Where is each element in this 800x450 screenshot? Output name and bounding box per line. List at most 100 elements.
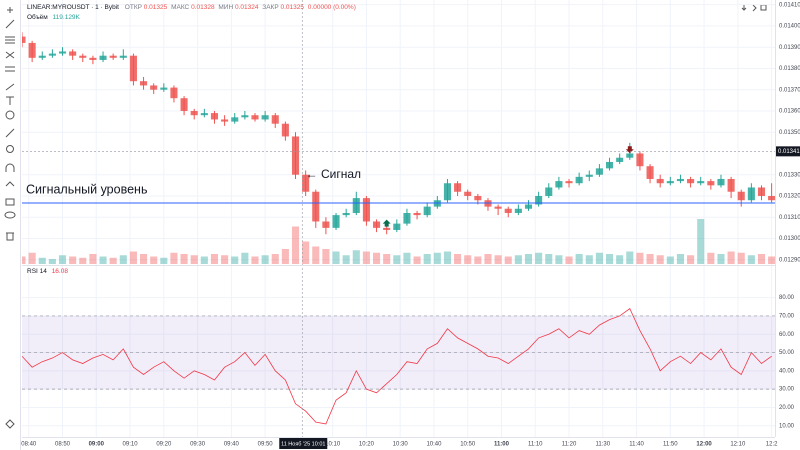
plot [22,0,775,437]
rsi-name: RSI 14 [27,268,47,275]
volume-bar [545,254,553,264]
y-tick-label: 0.01350 [779,130,800,136]
volume-bar [616,255,624,264]
y-tick-label: 0.01400 [779,24,800,30]
rsi-legend: RSI 14 16.08 [27,268,68,275]
volume-bar [150,256,158,264]
volume-bar [636,252,644,264]
lock-tool[interactable] [5,198,15,206]
candle-body [707,181,715,186]
candle-body [545,187,553,196]
candle-body [58,51,67,54]
volume-bar [48,259,56,264]
signal-note: ← Сигнал [306,167,361,181]
delete-tool[interactable] [6,232,14,241]
candle-body [190,110,198,116]
volume-bar [494,255,502,264]
x-tick-label: 09:50 [258,442,274,448]
candle-body [342,212,350,216]
y-tick-label: 0.01320 [779,194,800,200]
x-tick-label: 10:30 [393,442,409,448]
emoji-tool[interactable] [5,110,15,120]
volume-bar [261,255,269,264]
candle-body [747,187,755,201]
candle-body [109,55,117,58]
volume-label: Объём [27,13,48,21]
candle-body [636,153,644,167]
rsi-tick-label: 30.00 [779,387,795,393]
volume-bar [433,252,441,264]
volume-bar [474,256,482,264]
volume-bar [656,255,664,264]
x-tick-label: 08:40 [21,442,37,448]
candle-body [454,183,462,192]
candle-body [393,223,401,230]
candle-body [403,212,411,224]
candle-body [737,191,745,201]
arrow-button[interactable] [752,4,757,12]
draw-mode[interactable] [5,181,15,187]
layers-tool[interactable] [5,419,15,429]
signal-label: Сигнальный уровень [26,182,147,196]
legend-label: МИН [218,4,233,11]
volume-bar [443,251,452,264]
x-tick-label: 11:00 [494,442,510,448]
volume-bar [727,251,735,264]
change: 0.00000 (0.00%) [308,4,356,11]
volume-bar [352,250,360,264]
candle-body [504,208,512,213]
ruler-tool[interactable] [5,128,15,138]
y-tick-label: 0.01330 [779,172,800,178]
candle-body [514,208,522,213]
volume-bar [342,255,350,264]
candle-body [727,178,735,192]
candle-body [251,115,259,120]
trend-tool[interactable] [5,19,15,29]
volume-bar [362,251,370,264]
rsi-tick-label: 50.00 [779,350,795,356]
volume-bar [464,255,472,264]
lines-tool[interactable] [5,36,15,44]
candle-body [565,181,573,184]
zoom-tool[interactable] [6,145,14,153]
volume-bar [281,249,289,264]
rsi-tick-label: 80.00 [779,295,795,301]
magnet-tool[interactable] [5,163,15,172]
candle-body [464,191,472,196]
candle-body [605,161,614,169]
signal-marker [382,219,391,227]
volume-bar [221,255,229,264]
candle-body [757,187,766,196]
volume-bar [180,254,188,264]
volume-bar [251,256,259,264]
pattern-tool[interactable] [5,51,15,59]
candle-body [423,206,431,216]
volume-bar [575,254,583,264]
crosshair-tool[interactable] [7,7,13,13]
volume-bar [22,256,26,264]
rsi-band [22,315,775,390]
volume-bar [747,255,755,264]
volume-bar [332,251,340,264]
volume-value: 119.129K [53,14,81,21]
volume-bar [58,255,67,264]
volume-bar [737,252,745,264]
volume-bar [129,251,137,264]
symbol-title: LINEAR:MYROUSDT · 1 · Bybit [27,4,119,11]
volume-bar [210,254,219,264]
candle-body [616,157,624,162]
download-button[interactable] [741,5,747,11]
volume-bar [484,254,492,264]
crosshair-price-label: 0.01341 [778,149,800,155]
volume-bar [605,254,614,264]
fib-tool[interactable] [5,66,15,72]
rsi-tick-label: 10.00 [779,423,795,429]
text-tool[interactable] [6,96,14,105]
y-tick-label: 0.01310 [779,215,800,221]
brush-tool[interactable] [5,83,15,91]
rsi-tick-label: 70.00 [779,314,795,320]
visibility-tool[interactable] [4,211,16,219]
candle-body [494,206,502,209]
candle-body [362,198,370,222]
